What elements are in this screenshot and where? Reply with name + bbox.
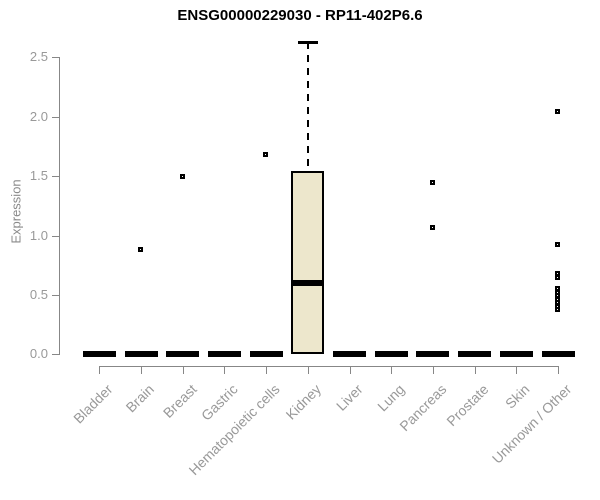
x-tick-mark <box>183 366 184 374</box>
x-tick-mark <box>224 366 225 374</box>
x-tick-mark <box>350 366 351 374</box>
category-label-brain: Brain <box>122 381 158 416</box>
y-tick-mark <box>52 117 59 118</box>
x-axis-line <box>99 366 559 367</box>
category-label-kidney: Kidney <box>282 381 325 423</box>
x-tick-mark <box>516 366 517 374</box>
y-tick-mark <box>52 295 59 296</box>
y-tick-mark <box>52 354 59 355</box>
outlier-point-pancreas <box>430 225 435 230</box>
y-axis-line <box>59 57 60 355</box>
zero-median-bar-unknown-other <box>542 351 575 357</box>
zero-median-bar-skin <box>500 351 533 357</box>
y-tick-label: 1.0 <box>29 228 48 243</box>
y-tick-label: 0.0 <box>29 346 48 361</box>
category-label-unknown-other: Unknown / Other <box>488 381 575 467</box>
y-axis-label: Expression <box>8 179 24 244</box>
y-tick-mark <box>52 236 59 237</box>
whisker-cap-kidney <box>298 41 318 44</box>
category-label-skin: Skin <box>501 381 533 412</box>
x-tick-mark <box>391 366 392 374</box>
x-tick-mark <box>99 366 100 374</box>
x-tick-mark <box>141 366 142 374</box>
y-tick-label: 2.5 <box>29 49 48 64</box>
outlier-point-pancreas <box>430 180 435 185</box>
median-line-kidney <box>291 280 324 286</box>
y-tick-label: 1.5 <box>29 168 48 183</box>
outlier-point-breast <box>180 174 185 179</box>
y-tick-label: 0.5 <box>29 287 48 302</box>
zero-median-bar-pancreas <box>416 351 449 357</box>
x-tick-mark <box>433 366 434 374</box>
zero-median-bar-lung <box>375 351 408 357</box>
outlier-point-unknown-other <box>555 242 560 247</box>
x-tick-mark <box>558 366 559 374</box>
y-tick-mark <box>52 57 59 58</box>
x-tick-mark <box>475 366 476 374</box>
zero-median-bar-bladder <box>83 351 116 357</box>
category-label-lung: Lung <box>373 381 408 415</box>
outlier-point-unknown-other <box>555 109 560 114</box>
y-tick-label: 2.0 <box>29 109 48 124</box>
zero-median-bar-liver <box>333 351 366 357</box>
category-label-liver: Liver <box>332 381 366 414</box>
x-tick-mark <box>266 366 267 374</box>
outlier-point-unknown-other <box>555 275 560 280</box>
category-label-prostate: Prostate <box>443 381 492 430</box>
whisker-line-kidney <box>307 42 309 171</box>
zero-median-bar-hematopoietic-cells <box>250 351 283 357</box>
category-label-bladder: Bladder <box>69 381 116 427</box>
zero-median-bar-gastric <box>208 351 241 357</box>
outlier-point-unknown-other <box>555 307 560 312</box>
y-tick-mark <box>52 176 59 177</box>
zero-median-bar-brain <box>125 351 158 357</box>
x-tick-mark <box>308 366 309 374</box>
box-kidney <box>291 171 324 354</box>
outlier-point-brain <box>138 247 143 252</box>
category-label-breast: Breast <box>159 381 200 421</box>
outlier-point-hematopoietic-cells <box>263 152 268 157</box>
zero-median-bar-prostate <box>458 351 491 357</box>
zero-median-bar-breast <box>166 351 199 357</box>
chart-title: ENSG00000229030 - RP11-402P6.6 <box>177 7 423 24</box>
